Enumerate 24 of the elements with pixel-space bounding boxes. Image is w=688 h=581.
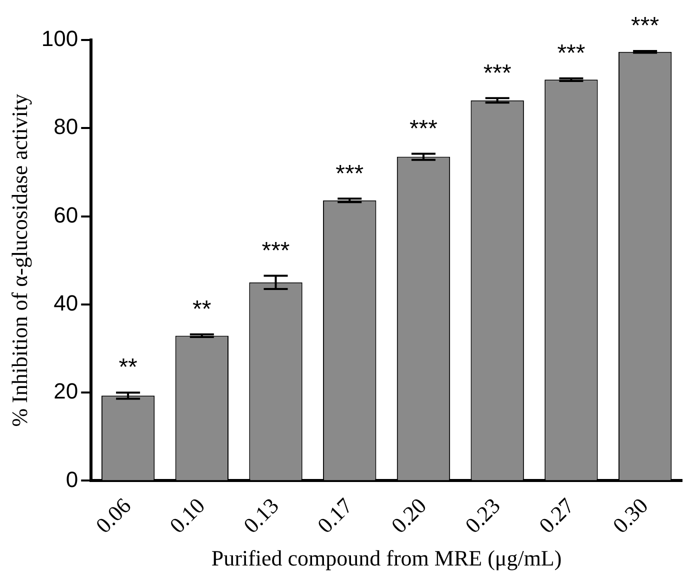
y-tick-label: 0 [66, 466, 78, 492]
x-tick-label: 0.13 [238, 492, 284, 538]
annotation: *** [631, 12, 660, 40]
annotation: *** [557, 40, 586, 67]
x-tick-label: 0.10 [164, 492, 210, 538]
y-tick-label: 40 [54, 290, 78, 316]
x-tick-label: 0.20 [386, 492, 432, 538]
annotation: *** [336, 160, 364, 188]
annotation: ** [118, 354, 138, 382]
y-tick-label: 60 [54, 202, 78, 228]
annotation: ** [192, 296, 212, 324]
annotation: *** [262, 237, 290, 264]
y-tick-label: 20 [54, 378, 78, 404]
x-axis-title: Purified compound from MRE (μg/mL) [211, 546, 562, 571]
y-axis-title: % Inhibition of α-glucosidase activity [6, 94, 32, 427]
x-tick-label: 0.06 [90, 492, 136, 538]
x-tick-label: 0.23 [460, 492, 505, 538]
annotation: *** [483, 60, 512, 87]
annotation: *** [409, 115, 438, 142]
x-tick-label: 0.30 [608, 492, 653, 538]
y-tick-label: 80 [54, 114, 78, 140]
y-tick-label: 100 [41, 26, 78, 52]
x-tick-label: 0.27 [534, 492, 579, 538]
x-tick-label: 0.17 [312, 492, 358, 538]
